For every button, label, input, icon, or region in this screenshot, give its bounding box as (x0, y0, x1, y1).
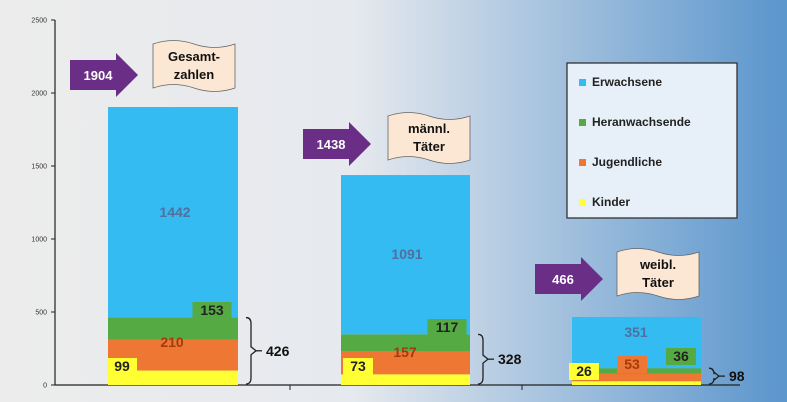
bar-segment-erwachsene (341, 175, 470, 335)
legend-label: Heranwachsende (592, 115, 691, 129)
data-label: 73 (350, 358, 366, 374)
legend-swatch (579, 119, 586, 126)
group-label-scroll (152, 40, 236, 92)
group-total: 1904 (84, 68, 114, 83)
subtotal-label: 328 (498, 351, 522, 367)
data-label: 1091 (391, 246, 422, 262)
data-label: 26 (576, 363, 592, 379)
y-tick-label: 0 (43, 383, 47, 390)
group-label: zahlen (174, 67, 215, 82)
bar-segment-heranwachsende (108, 317, 238, 340)
data-label: 1442 (159, 204, 190, 220)
group-label-scroll (387, 112, 471, 164)
bar-segment-kinder (108, 370, 238, 385)
group-label: männl. (408, 121, 450, 136)
legend-box (566, 62, 738, 219)
legend-swatch (579, 199, 586, 206)
bar-segment-jugendliche (572, 373, 701, 382)
y-tick-label: 1500 (31, 164, 47, 171)
bar-segment-erwachsene (108, 107, 238, 318)
data-label: 36 (673, 348, 689, 364)
bar-segment-kinder (572, 381, 701, 385)
data-label: 157 (393, 344, 417, 360)
bars: 99 210 153 1442 426 73 157 117 1091 328 26 53 36 351 9… (107, 107, 745, 385)
data-label-box (427, 319, 467, 336)
data-label: 210 (160, 334, 184, 350)
total-arrow (535, 257, 603, 301)
legend: Erwachsene Heranwachsende Jugendliche Kinde… (566, 62, 738, 219)
data-label: 99 (114, 358, 130, 374)
group-label-scroll (616, 248, 700, 300)
legend-label: Jugendliche (592, 155, 662, 169)
group-total: 466 (552, 272, 574, 287)
data-label-box (617, 356, 647, 373)
group-label: Gesamt- (168, 49, 220, 64)
legend-swatch (579, 79, 586, 86)
subtotal-label: 426 (266, 343, 290, 359)
bar-segment-jugendliche (341, 351, 470, 375)
group-total: 1438 (317, 137, 346, 152)
group-label: weibl. (639, 257, 676, 272)
y-tick-label: 2000 (31, 91, 47, 98)
data-label: 153 (200, 302, 224, 318)
legend-label: Kinder (592, 195, 630, 209)
data-label-box (343, 358, 373, 375)
data-label-box (666, 348, 696, 365)
subtotal-label: 98 (729, 368, 745, 384)
total-arrow (70, 53, 138, 97)
bar-segment-heranwachsende (341, 334, 470, 352)
total-arrow (303, 122, 371, 166)
data-label-box (192, 302, 232, 319)
data-label: 351 (624, 324, 648, 340)
y-tick-label: 500 (35, 310, 47, 317)
callouts: 1904 Gesamt-zahlen 1438 männl. Täter 466 weibl… (70, 40, 700, 301)
group-label: Täter (642, 275, 674, 290)
group-label: Täter (413, 139, 445, 154)
data-label: 117 (436, 319, 459, 335)
data-label-box (569, 363, 599, 380)
bar-segment-kinder (341, 374, 470, 385)
data-label-box (107, 358, 137, 375)
y-tick-label: 2500 (31, 18, 47, 25)
y-tick-label: 1000 (31, 237, 47, 244)
legend-label: Erwachsene (592, 75, 662, 89)
data-label: 53 (624, 356, 640, 372)
legend-swatch (579, 159, 586, 166)
